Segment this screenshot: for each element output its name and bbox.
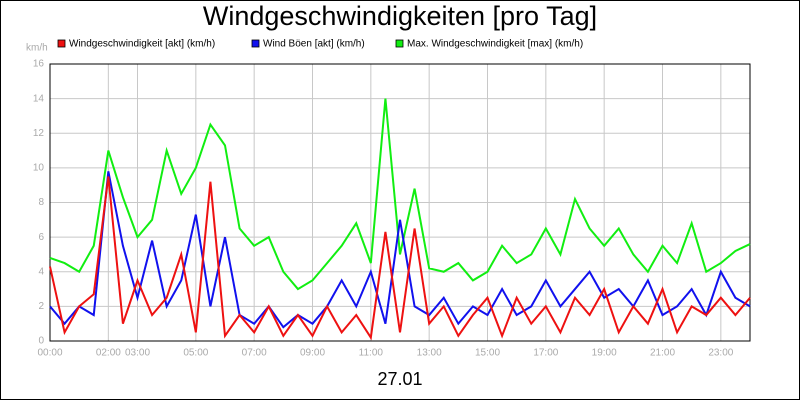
x-tick-label: 02:00 [96, 348, 121, 359]
y-tick-label: 10 [33, 163, 45, 174]
x-tick-label: 15:00 [475, 348, 500, 359]
x-tick-label: 21:00 [650, 348, 675, 359]
y-tick-label: 14 [33, 93, 45, 104]
x-tick-label: 13:00 [417, 348, 442, 359]
x-tick-label: 09:00 [300, 348, 325, 359]
plot-border [49, 63, 751, 342]
legend-label: Windgeschwindigkeit [akt] (km/h) [69, 39, 215, 50]
legend-swatch [57, 39, 66, 48]
legend-swatch [251, 39, 260, 48]
x-tick-label: 03:00 [125, 348, 150, 359]
x-tick-label: 07:00 [242, 348, 267, 359]
y-tick-label: 2 [38, 301, 44, 312]
series-line [49, 98, 751, 291]
x-tick-label: 19:00 [592, 348, 617, 359]
y-tick-label: 0 [38, 336, 44, 347]
y-tick-label: 16 [33, 59, 45, 70]
y-tick-label: 8 [38, 197, 44, 208]
y-unit: km/h [26, 43, 48, 54]
series-line [49, 176, 751, 341]
x-tick-label: 23:00 [708, 348, 733, 359]
y-tick-label: 12 [33, 128, 45, 139]
y-tick-label: 6 [38, 232, 44, 243]
x-label: 27.01 [377, 369, 422, 389]
y-tick-label: 4 [38, 266, 44, 277]
x-tick-label: 05:00 [183, 348, 208, 359]
legend-label: Max. Windgeschwindigkeit [max] (km/h) [407, 39, 583, 50]
x-tick-label: 11:00 [359, 348, 384, 359]
x-tick-label: 17:00 [533, 348, 558, 359]
legend-swatch [395, 39, 404, 48]
chart-title: Windgeschwindigkeiten [pro Tag] [203, 1, 597, 31]
legend-label: Wind Böen [akt] (km/h) [263, 39, 365, 50]
x-tick-label: 00:00 [37, 348, 62, 359]
